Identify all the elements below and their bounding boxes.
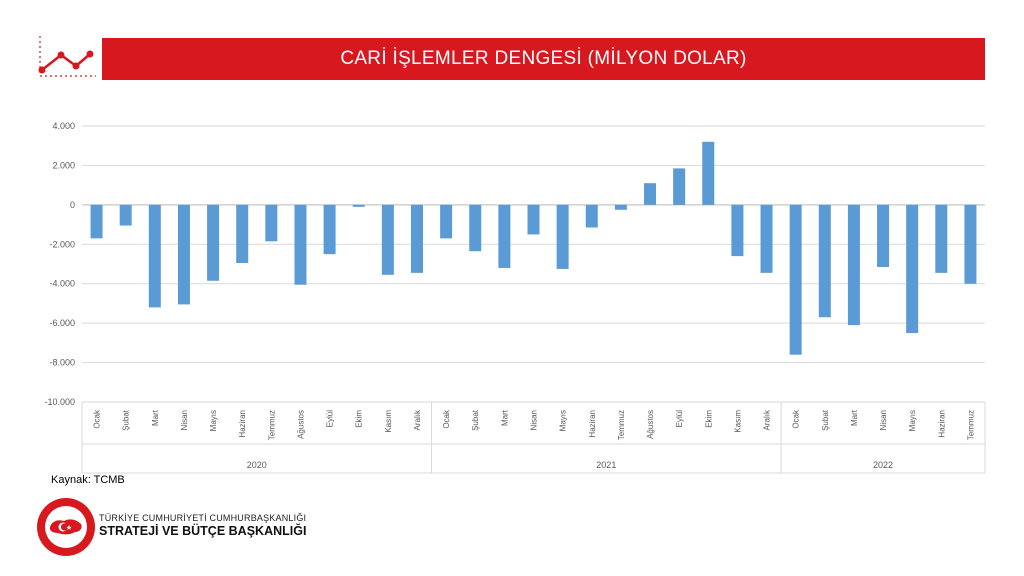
trend-line-icon: [38, 36, 96, 77]
bar: [789, 204, 802, 355]
x-tick-label: Aralık: [763, 409, 772, 430]
x-tick-label: Nisan: [879, 410, 888, 430]
bar: [498, 204, 511, 268]
x-tick-label: Temmuz: [966, 410, 975, 440]
page-title: CARİ İŞLEMLER DENGESİ (MİLYON DOLAR): [102, 38, 985, 80]
bar: [177, 204, 190, 305]
x-tick-label: Mayıs: [209, 410, 218, 431]
year-label: 2021: [596, 460, 616, 470]
x-tick-label: Aralık: [413, 409, 422, 430]
x-tick-label: Mart: [850, 409, 859, 426]
y-tick-label: -8.000: [49, 358, 75, 368]
bar: [964, 204, 977, 284]
bar: [847, 204, 860, 326]
bar: [644, 183, 657, 205]
y-tick-label: 0: [70, 200, 75, 210]
x-tick-label: Mart: [151, 409, 160, 426]
x-tick-label: Nisan: [180, 410, 189, 430]
bar: [294, 204, 307, 285]
bar: [352, 204, 365, 207]
organization-name: TÜRKİYE CUMHURİYETİ CUMHURBAŞKANLIĞI STR…: [99, 513, 306, 538]
source-note: Kaynak: TCMB: [51, 474, 125, 486]
x-tick-label: Ağustos: [646, 410, 655, 439]
bar: [381, 204, 394, 275]
x-tick-label: Kasım: [384, 410, 393, 433]
x-tick-label: Haziran: [238, 410, 247, 438]
x-tick-label: Ekim: [704, 410, 713, 428]
x-tick-label: Mayıs: [559, 410, 568, 431]
x-tick-label: Ağustos: [296, 410, 305, 439]
y-tick-label: -2.000: [49, 239, 75, 249]
x-tick-label: Mart: [500, 409, 509, 426]
y-tick-label: -4.000: [49, 279, 75, 289]
bar: [673, 168, 686, 205]
bar: [90, 204, 103, 239]
organization-line-2: STRATEJİ VE BÜTÇE BAŞKANLIĞI: [99, 524, 307, 538]
x-tick-label: Eylül: [675, 410, 684, 428]
bar: [207, 204, 220, 281]
year-label: 2022: [873, 460, 893, 470]
bar: [556, 204, 569, 269]
bar: [877, 204, 890, 267]
x-tick-label: Şubat: [122, 409, 131, 431]
y-tick-label: 2.000: [52, 160, 75, 170]
x-tick-label: Temmuz: [617, 410, 626, 440]
y-tick-label: -10.000: [44, 397, 75, 407]
x-tick-label: Haziran: [937, 410, 946, 438]
bar: [760, 204, 773, 273]
bar: [614, 204, 627, 210]
bar: [236, 204, 249, 264]
x-tick-label: Ekim: [355, 410, 364, 428]
x-tick-label: Haziran: [588, 410, 597, 438]
organization-line-1: TÜRKİYE CUMHURİYETİ CUMHURBAŞKANLIĞI: [99, 513, 307, 523]
bar: [119, 204, 132, 226]
x-tick-label: Mayıs: [908, 410, 917, 431]
bar: [469, 204, 482, 252]
bar: [440, 204, 453, 239]
year-label: 2020: [247, 460, 267, 470]
x-tick-label: Kasım: [733, 410, 742, 433]
bar: [906, 204, 919, 333]
bar: [265, 204, 278, 242]
bar: [731, 204, 744, 257]
bar: [148, 204, 161, 308]
x-tick-label: Eylül: [326, 410, 335, 428]
bar: [585, 204, 598, 228]
x-tick-label: Şubat: [821, 409, 830, 431]
y-tick-label: -6.000: [49, 318, 75, 328]
x-tick-label: Ocak: [792, 409, 801, 429]
x-tick-label: Şubat: [471, 409, 480, 431]
bar: [527, 204, 540, 235]
organization-seal-icon: [37, 498, 95, 556]
bar: [323, 204, 336, 255]
bar: [410, 204, 423, 273]
bar: [935, 204, 948, 273]
bar: [818, 204, 831, 318]
x-tick-label: Ocak: [93, 409, 102, 429]
x-tick-label: Temmuz: [267, 410, 276, 440]
x-tick-label: Ocak: [442, 409, 451, 429]
x-tick-label: Nisan: [530, 410, 539, 430]
y-tick-label: 4.000: [52, 121, 75, 131]
bar: [702, 141, 715, 205]
